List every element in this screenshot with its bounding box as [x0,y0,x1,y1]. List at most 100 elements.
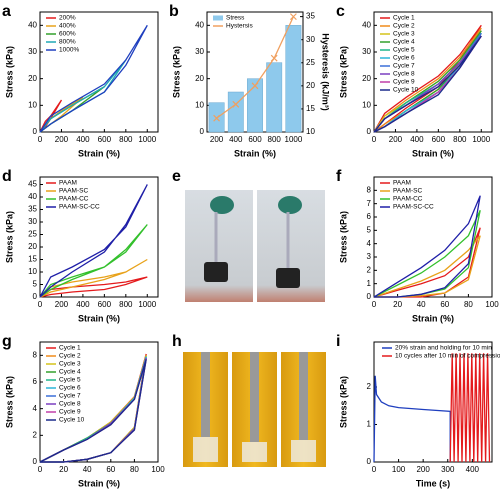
curve [373,30,482,133]
x-tick-label: 600 [432,135,446,144]
rod [201,352,210,437]
y-axis-label: Stress (kPa) [338,211,348,263]
x-tick-label: 60 [106,465,115,474]
photo-h: h [172,333,326,467]
panel-label: e [172,168,181,185]
y-tick-label: 20 [362,74,371,83]
y-tick-label: 7 [367,199,372,208]
legend-label: 800% [59,39,76,46]
legend-label: Cycle 5 [393,47,415,54]
x-tick-label: 200 [55,135,69,144]
x-tick-label: 200 [416,465,430,474]
legend-label: Cycle 8 [59,401,81,408]
panel-label: b [169,3,179,20]
curve [373,227,481,298]
y-tick-label: 30 [195,47,204,56]
panel-label: d [2,168,12,185]
rod [250,352,259,442]
panel-label: f [336,168,342,185]
curve [373,30,482,133]
y-tick-label: 0 [33,457,38,466]
x-tick-label: 200 [389,135,403,144]
y2-tick-label: 35 [306,12,315,21]
panel: i Time (s) Stress (kPa) 0 1 2 0 100 200 300 400 20%… [336,333,500,488]
x-tick-label: 1000 [138,300,156,309]
curve [39,359,147,463]
curve [39,276,148,298]
x-tick-label: 600 [98,300,112,309]
plot-frame [373,341,493,463]
y-tick-label: 6 [33,377,38,386]
y-tick-label: 10 [28,100,37,109]
y-tick-label: 0 [33,127,38,136]
x-axis-label: Strain (%) [78,478,120,488]
x-axis-label: Strain (%) [78,313,120,323]
curve [39,353,147,463]
y2-tick-label: 30 [306,35,315,44]
x-axis-label: Strain (%) [234,148,276,158]
curve [373,235,481,298]
legend-label: Cycle 1 [59,345,81,352]
legend-label: PAAM [59,180,77,187]
plot-frame [39,176,159,298]
y-tick-label: 15 [28,255,37,264]
x-tick-label: 200 [55,300,69,309]
x-tick-label: 0 [38,300,43,309]
y-axis-label: Stress (kPa) [338,46,348,98]
panel-label: h [172,333,182,350]
x-tick-label: 300 [441,465,455,474]
x-tick-label: 800 [119,135,133,144]
legend-label: Cycle 10 [393,87,419,94]
marker [270,54,278,62]
y-tick-label: 30 [362,47,371,56]
curve [373,24,482,133]
x-tick-label: 100 [151,465,165,474]
y-axis-label: Stress (kPa) [338,376,348,428]
legend-label: 10 cycles after 10 min of compression [395,353,500,360]
y-tick-label: 1 [367,279,372,288]
x-tick-label: 400 [466,465,480,474]
x-tick-label: 0 [372,300,377,309]
curve [39,99,63,133]
y-tick-label: 20 [28,74,37,83]
y-tick-label: 2 [367,382,372,391]
x-tick-label: 0 [38,135,43,144]
x-tick-label: 400 [229,135,243,144]
legend-label: 400% [59,23,76,30]
y-axis-label: Stress (kPa) [171,46,181,98]
y2-tick-label: 25 [306,58,315,67]
y-tick-label: 2 [33,430,38,439]
y-tick-label: 0 [33,292,38,301]
curve [39,357,147,463]
y-tick-label: 5 [367,225,372,234]
panel-label: g [2,333,12,350]
legend-label: 600% [59,31,76,38]
curve [39,258,148,298]
sample [193,437,218,462]
panel: b Strain (%) Stress (kPa) 0 10 20 30 40 200 400 60… [169,3,331,158]
y-tick-label: 40 [195,20,204,29]
x-tick-label: 400 [76,135,90,144]
y-axis-label: Stress (kPa) [4,376,14,428]
x-tick-label: 100 [392,465,406,474]
curve [373,195,481,298]
legend-label: PAAM [393,180,411,187]
plot-frame [39,11,159,133]
y-tick-label: 10 [195,100,204,109]
x-tick-label: 20 [393,300,402,309]
weight [276,268,300,288]
legend-label: Cycle 7 [393,63,415,70]
rod [299,352,308,440]
marker [251,82,259,90]
legend-label: Cycle 6 [59,385,81,392]
legend-label: PAAM-CC [393,196,423,203]
y-tick-label: 40 [28,192,37,201]
bar [247,78,263,133]
legend-label: Cycle 4 [393,39,415,46]
y-tick-label: 0 [367,292,372,301]
legend-label: Cycle 2 [59,353,81,360]
